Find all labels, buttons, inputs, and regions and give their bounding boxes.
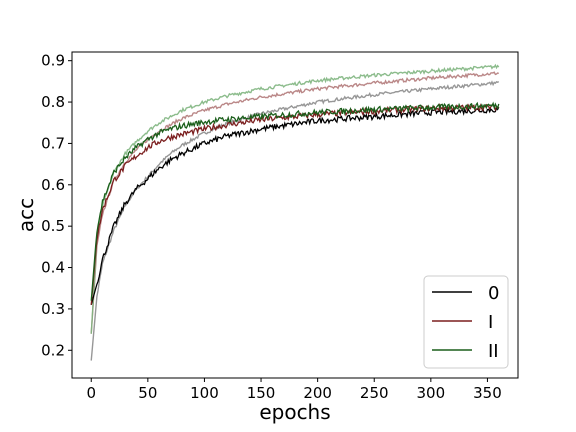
legend-label-series-0: 0 — [488, 283, 499, 304]
y-tick-label: 0.8 — [41, 93, 65, 111]
legend-box — [423, 275, 509, 369]
y-tick-label: 0.3 — [41, 300, 65, 318]
series-layer — [90, 63, 500, 361]
x-tick-label: 50 — [138, 384, 157, 402]
y-tick-label: 0.7 — [41, 134, 65, 152]
y-tick-label: 0.5 — [41, 217, 65, 235]
y-tick-label: 0.2 — [41, 341, 65, 359]
x-tick-label: 100 — [190, 384, 219, 402]
y-tick-label: 0.9 — [41, 52, 65, 70]
x-tick-label: 200 — [303, 384, 332, 402]
series-line-faded-4 — [90, 71, 499, 334]
y-axis-label: acc — [14, 198, 38, 232]
x-tick-label: 350 — [473, 384, 502, 402]
x-tick-label: 300 — [417, 384, 446, 402]
series-line-faded-5 — [90, 63, 500, 334]
series-line-II — [90, 101, 500, 301]
series-line-faded-3 — [90, 80, 500, 361]
legend-label-series-I: I — [488, 312, 493, 333]
legend-label-series-II: II — [488, 341, 499, 362]
plot-area — [71, 51, 519, 379]
axes-frame — [71, 51, 519, 379]
x-axis-ticks: 0 50 100 150 200 250 300 350 — [86, 378, 502, 402]
y-axis-ticks: 0.2 0.3 0.4 0.5 0.6 0.7 0.8 0.9 — [41, 52, 72, 359]
x-tick-label: 250 — [360, 384, 389, 402]
series-line-0 — [90, 106, 500, 305]
y-tick-label: 0.6 — [41, 176, 65, 194]
x-axis-label: epochs — [259, 400, 330, 424]
legend: 0 I II — [423, 275, 509, 369]
y-tick-label: 0.4 — [41, 259, 65, 277]
x-tick-label: 150 — [247, 384, 276, 402]
x-tick-label: 0 — [86, 384, 96, 402]
